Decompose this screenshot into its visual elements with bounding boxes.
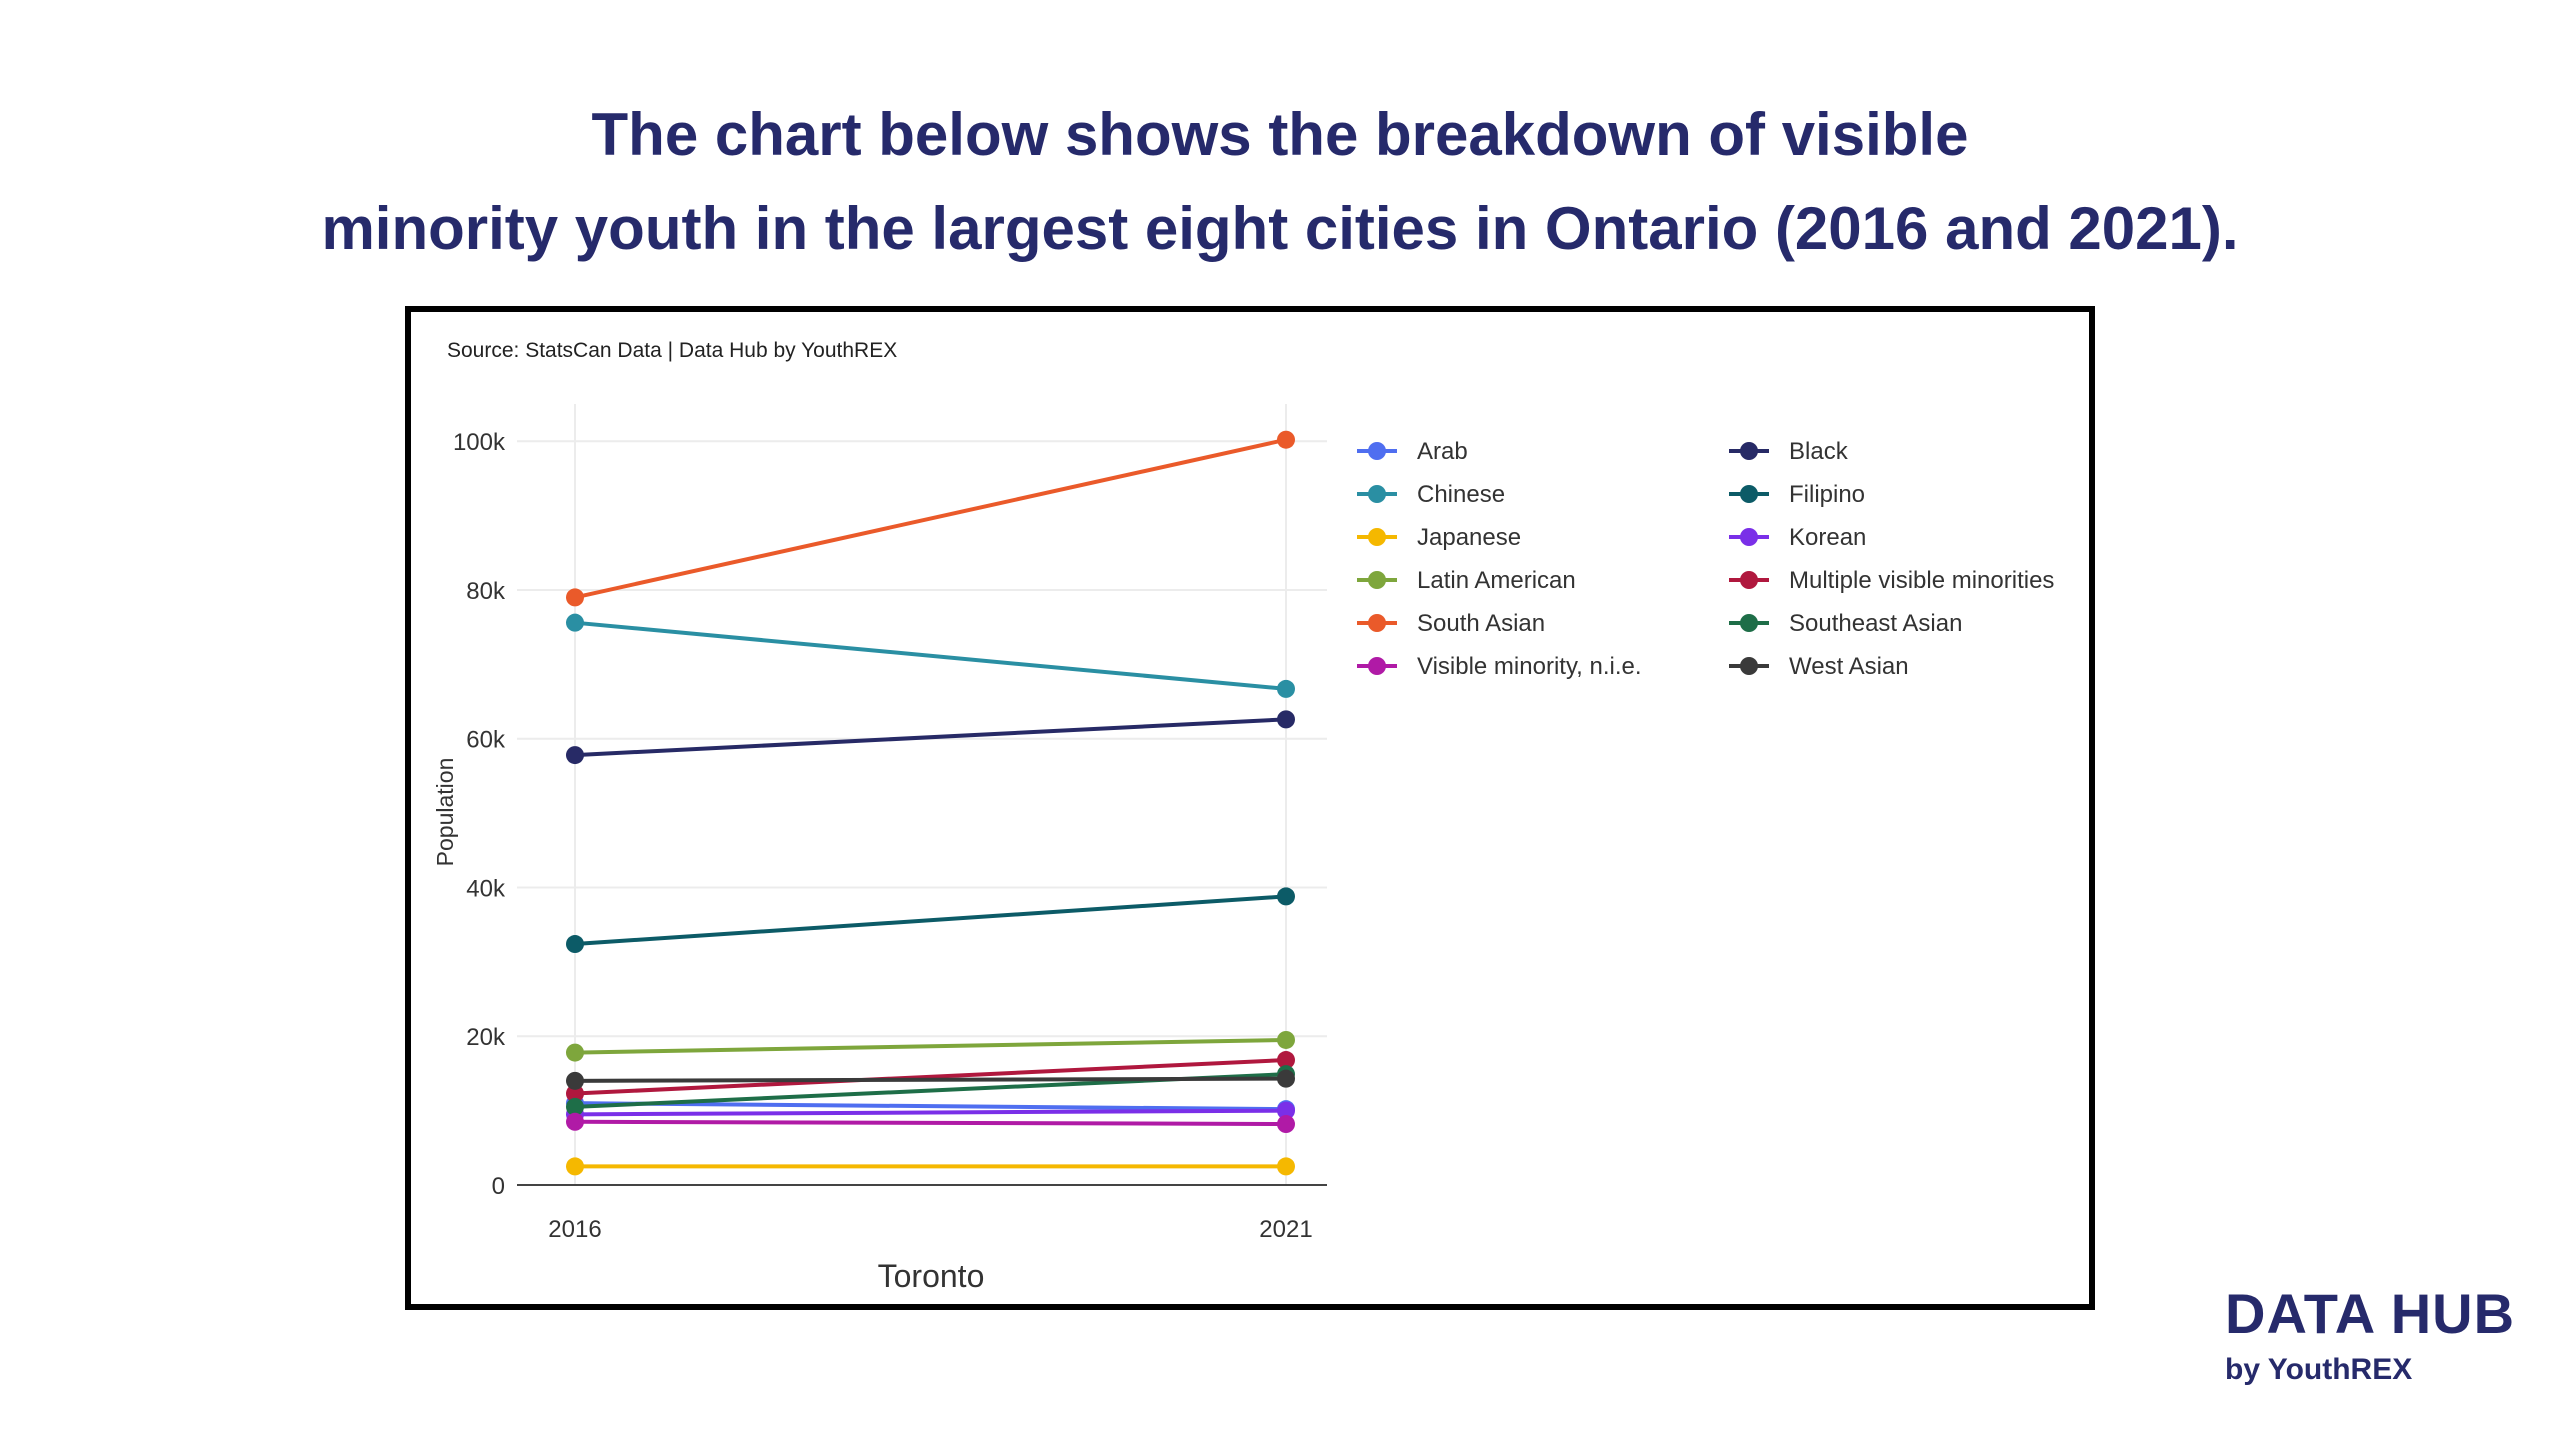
legend-swatch-marker — [1740, 614, 1758, 632]
legend-label: West Asian — [1789, 653, 1909, 680]
series-line — [574, 437, 1287, 600]
series-layer — [566, 430, 1295, 1176]
y-tick-label: 60k — [466, 727, 506, 754]
y-tick-label: 80k — [466, 578, 506, 605]
data-point[interactable] — [566, 1097, 584, 1116]
series-line — [574, 894, 1287, 947]
x-tick-label: 2016 — [548, 1216, 601, 1243]
series-line — [574, 1058, 1287, 1096]
line-chart: Source: StatsCan Data | Data Hub by Yout… — [432, 339, 2054, 1294]
legend-item[interactable]: Visible minority, n.i.e. — [1357, 653, 1642, 680]
legend-swatch-marker — [1740, 485, 1758, 503]
series-west-asian — [566, 1069, 1295, 1090]
legend-item[interactable]: West Asian — [1729, 653, 1909, 680]
series-line — [574, 1119, 1287, 1127]
brand-name: DATA HUB — [2225, 1282, 2516, 1345]
legend-label: Japanese — [1417, 524, 1521, 551]
data-point[interactable] — [1277, 679, 1295, 698]
series-line — [574, 620, 1287, 691]
data-point[interactable] — [566, 1157, 584, 1176]
data-point[interactable] — [1277, 887, 1295, 906]
data-point[interactable] — [1277, 710, 1295, 729]
chart-source-note: Source: StatsCan Data | Data Hub by Yout… — [447, 339, 897, 362]
legend-item[interactable]: Korean — [1729, 524, 1866, 551]
data-point[interactable] — [1277, 1051, 1295, 1070]
legend-swatch-marker — [1740, 657, 1758, 675]
data-point[interactable] — [1277, 1115, 1295, 1134]
legend-swatch-marker — [1368, 571, 1386, 589]
legend-label: Korean — [1789, 524, 1866, 551]
headline-line-2: minority youth in the largest eight citi… — [321, 195, 2239, 262]
y-tick-label: 100k — [453, 429, 506, 456]
data-point[interactable] — [1277, 1069, 1295, 1088]
grid-layer: 0 20k 40k 60k 80k 100k 2016 2021 — [453, 404, 1327, 1243]
data-point[interactable] — [566, 1043, 584, 1062]
series-line — [574, 1108, 1287, 1117]
series-latin-american — [566, 1030, 1295, 1062]
y-axis-label: Population — [432, 758, 458, 867]
series-line — [574, 1037, 1287, 1055]
legend-swatch-marker — [1368, 442, 1386, 460]
headline: The chart below shows the breakdown of v… — [0, 88, 2560, 276]
x-axis-label: Toronto — [878, 1258, 985, 1294]
data-point[interactable] — [566, 588, 584, 607]
brand-subtitle: by YouthREX — [2225, 1353, 2413, 1386]
series-visible-minority-n-i-e — [566, 1112, 1295, 1134]
legend-item[interactable]: Latin American — [1357, 567, 1576, 594]
headline-line-1: The chart below shows the breakdown of v… — [591, 101, 1969, 168]
data-point[interactable] — [1277, 1030, 1295, 1049]
data-point[interactable] — [566, 1071, 584, 1090]
legend-label: Arab — [1417, 438, 1468, 465]
legend-swatch-marker — [1740, 528, 1758, 546]
brand-logo: DATA HUB by YouthREX — [2225, 1282, 2515, 1390]
legend-swatch-marker — [1368, 614, 1386, 632]
legend-item[interactable]: Multiple visible minorities — [1729, 567, 2054, 594]
series-chinese — [566, 613, 1295, 698]
series-south-asian — [566, 430, 1295, 607]
legend-item[interactable]: Southeast Asian — [1729, 610, 1962, 637]
series-line — [574, 717, 1287, 758]
legend-item[interactable]: Filipino — [1729, 481, 1865, 508]
legend-swatch-marker — [1740, 442, 1758, 460]
legend-label: Black — [1789, 438, 1849, 465]
y-tick-label: 40k — [466, 875, 506, 902]
y-tick-label: 0 — [492, 1173, 505, 1200]
data-point[interactable] — [566, 746, 584, 765]
data-point[interactable] — [1277, 1101, 1295, 1120]
legend-item[interactable]: Arab — [1357, 438, 1468, 465]
series-multiple-visible-minorities — [566, 1051, 1295, 1103]
data-point[interactable] — [566, 1112, 584, 1131]
legend-label: Chinese — [1417, 481, 1505, 508]
legend-label: South Asian — [1417, 610, 1545, 637]
legend-item[interactable]: South Asian — [1357, 610, 1545, 637]
legend-swatch-marker — [1740, 571, 1758, 589]
legend-swatch-marker — [1368, 528, 1386, 546]
data-point[interactable] — [566, 613, 584, 632]
series-black — [566, 710, 1295, 765]
series-filipino — [566, 887, 1295, 954]
data-point[interactable] — [1277, 430, 1295, 449]
data-point[interactable] — [1277, 1157, 1295, 1176]
y-tick-label: 20k — [466, 1024, 506, 1051]
legend-label: Filipino — [1789, 481, 1865, 508]
legend-item[interactable]: Black — [1729, 438, 1849, 465]
legend-item[interactable]: Chinese — [1357, 481, 1505, 508]
x-tick-label: 2021 — [1259, 1216, 1312, 1243]
series-japanese — [566, 1157, 1295, 1176]
legend-swatch-marker — [1368, 657, 1386, 675]
series-line — [574, 1076, 1287, 1083]
legend-swatch-marker — [1368, 485, 1386, 503]
series-line — [574, 1101, 1287, 1112]
legend-label: Multiple visible minorities — [1789, 567, 2054, 594]
legend-label: Visible minority, n.i.e. — [1417, 653, 1642, 680]
chart-frame: Source: StatsCan Data | Data Hub by Yout… — [405, 306, 2095, 1310]
legend-item[interactable]: Japanese — [1357, 524, 1521, 551]
data-point[interactable] — [566, 935, 584, 954]
data-point[interactable] — [566, 1084, 584, 1103]
legend-label: Southeast Asian — [1789, 610, 1962, 637]
legend: Arab Black Chinese Filipino Japanese Korean La… — [1357, 438, 2054, 680]
legend-label: Latin American — [1417, 567, 1576, 594]
